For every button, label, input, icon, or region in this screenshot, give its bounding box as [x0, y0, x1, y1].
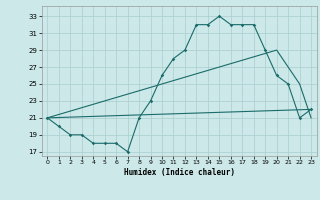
X-axis label: Humidex (Indice chaleur): Humidex (Indice chaleur): [124, 168, 235, 177]
